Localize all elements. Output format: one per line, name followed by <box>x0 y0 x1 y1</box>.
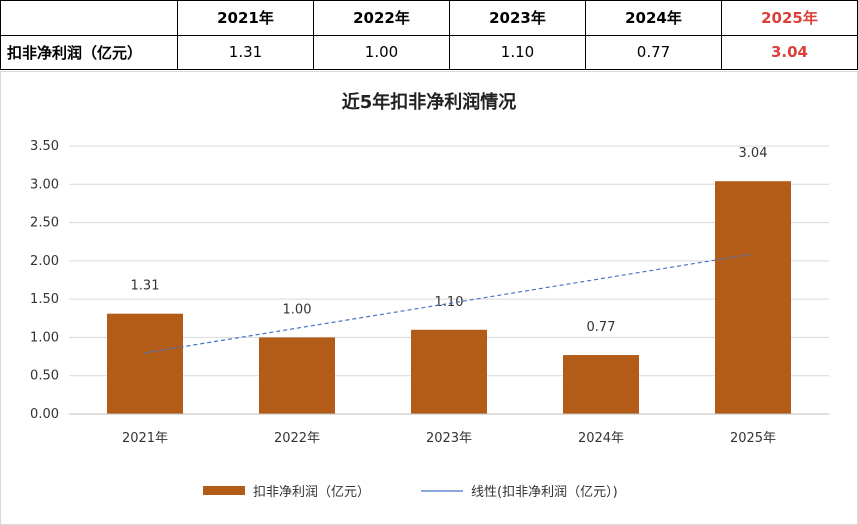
x-tick-label: 2022年 <box>274 431 320 446</box>
table-value-row: 扣非净利润（亿元） 1.31 1.00 1.10 0.77 3.04 <box>0 34 858 70</box>
trendline-line <box>144 253 754 354</box>
table-year-cell: 2023年 <box>449 0 586 36</box>
bar <box>259 337 335 414</box>
y-tick-label: 3.00 <box>30 177 59 192</box>
trendline <box>144 253 754 354</box>
bar <box>411 329 487 414</box>
table-year-cell: 2024年 <box>585 0 722 36</box>
y-tick-label: 2.00 <box>30 254 59 269</box>
data-label: 3.04 <box>739 146 768 161</box>
y-axis: 0.00 0.50 1.00 1.50 2.00 2.50 3.00 3.50 <box>30 139 59 422</box>
y-tick-label: 0.00 <box>30 407 59 422</box>
x-tick-label: 2023年 <box>426 431 472 446</box>
data-label: 1.10 <box>435 295 464 310</box>
y-tick-label: 1.50 <box>30 292 59 307</box>
table-corner-cell <box>0 0 178 36</box>
y-tick-label: 2.50 <box>30 216 59 231</box>
x-tick-label: 2025年 <box>730 431 776 446</box>
table-value-cell: 1.31 <box>177 34 314 70</box>
summary-table: 2021年 2022年 2023年 2024年 2025年 扣非净利润（亿元） … <box>0 0 858 70</box>
legend-label-bar: 扣非净利润（亿元） <box>253 485 370 500</box>
data-label: 0.77 <box>587 320 616 335</box>
chart-title: 近5年扣非净利润情况 <box>342 91 517 113</box>
table-value-cell: 1.00 <box>313 34 450 70</box>
data-label: 1.00 <box>283 302 312 317</box>
legend: 扣非净利润（亿元） 线性(扣非净利润（亿元）) <box>203 485 618 500</box>
data-labels: 1.31 1.00 1.10 0.77 3.04 <box>131 146 768 335</box>
table-year-cell: 2021年 <box>177 0 314 36</box>
table-year-cell-highlight: 2025年 <box>721 0 858 36</box>
y-tick-label: 0.50 <box>30 369 59 384</box>
table-value-cell-highlight: 3.04 <box>721 34 858 70</box>
bar-series <box>107 181 791 414</box>
x-axis: 2021年 2022年 2023年 2024年 2025年 <box>69 413 829 446</box>
bar <box>715 181 791 414</box>
x-tick-label: 2024年 <box>578 431 624 446</box>
table-header-row: 2021年 2022年 2023年 2024年 2025年 <box>0 0 858 36</box>
x-tick-label: 2021年 <box>122 431 168 446</box>
legend-label-trendline: 线性(扣非净利润（亿元）) <box>471 485 618 500</box>
table-value-cell: 1.10 <box>449 34 586 70</box>
bar-chart: 近5年扣非净利润情况 0.00 0.50 1.00 1.50 2.00 2.50 3.00 3… <box>30 91 829 500</box>
bar <box>563 355 639 414</box>
table-year-cell: 2022年 <box>313 0 450 36</box>
legend-swatch-bar <box>203 486 245 495</box>
bar <box>107 313 183 414</box>
y-tick-label: 3.50 <box>30 139 59 154</box>
table-value-cell: 0.77 <box>585 34 722 70</box>
chart-frame: 近5年扣非净利润情况 0.00 0.50 1.00 1.50 2.00 2.50 3.00 3… <box>0 71 858 525</box>
data-label: 1.31 <box>131 279 160 294</box>
table-row-label: 扣非净利润（亿元） <box>0 34 178 70</box>
y-tick-label: 1.00 <box>30 330 59 345</box>
